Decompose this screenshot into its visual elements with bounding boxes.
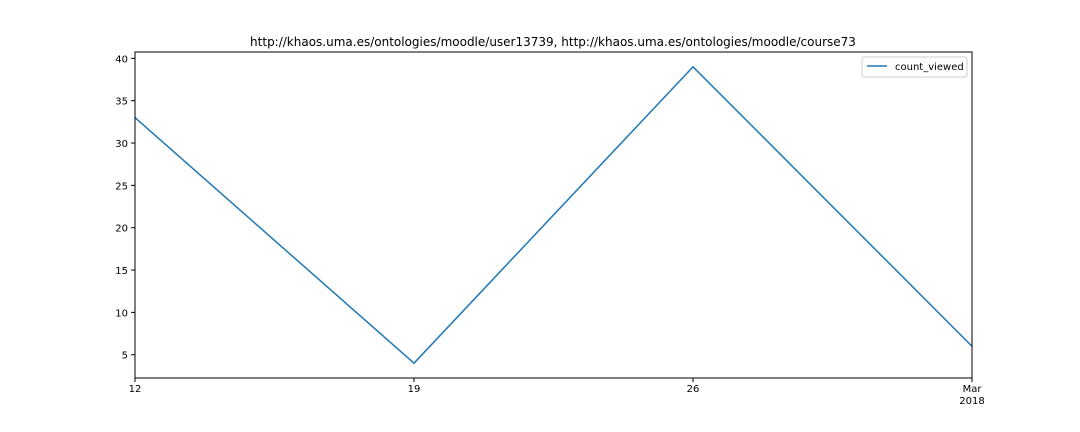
legend-box (861, 56, 968, 78)
x-tick-label: 19 (408, 384, 421, 395)
y-tick-label: 10 (115, 308, 128, 319)
legend-label: count_viewed (895, 62, 964, 73)
y-tick-label: 25 (115, 181, 128, 192)
y-tick-label: 40 (115, 54, 128, 65)
plot-lines (134, 65, 973, 365)
y-tick-label: 35 (115, 97, 128, 108)
y-axis: 5 10 15 20 25 30 35 40 (115, 54, 135, 362)
y-tick-label: 5 (122, 351, 128, 362)
series-line-count_viewed (134, 65, 973, 365)
y-tick-label: 20 (115, 224, 128, 235)
chart-title: http://khaos.uma.es/ontologies/moodle/us… (250, 35, 856, 49)
plot-frame (134, 51, 973, 379)
x-tick-label: Mar (963, 384, 983, 395)
x-tick-label: 12 (129, 384, 142, 395)
x-tick-label: 2018 (959, 396, 984, 407)
y-tick-label: 30 (115, 139, 128, 150)
y-tick-label: 15 (115, 266, 128, 277)
legend: count_viewed (861, 56, 968, 78)
x-tick-label: 26 (687, 384, 700, 395)
